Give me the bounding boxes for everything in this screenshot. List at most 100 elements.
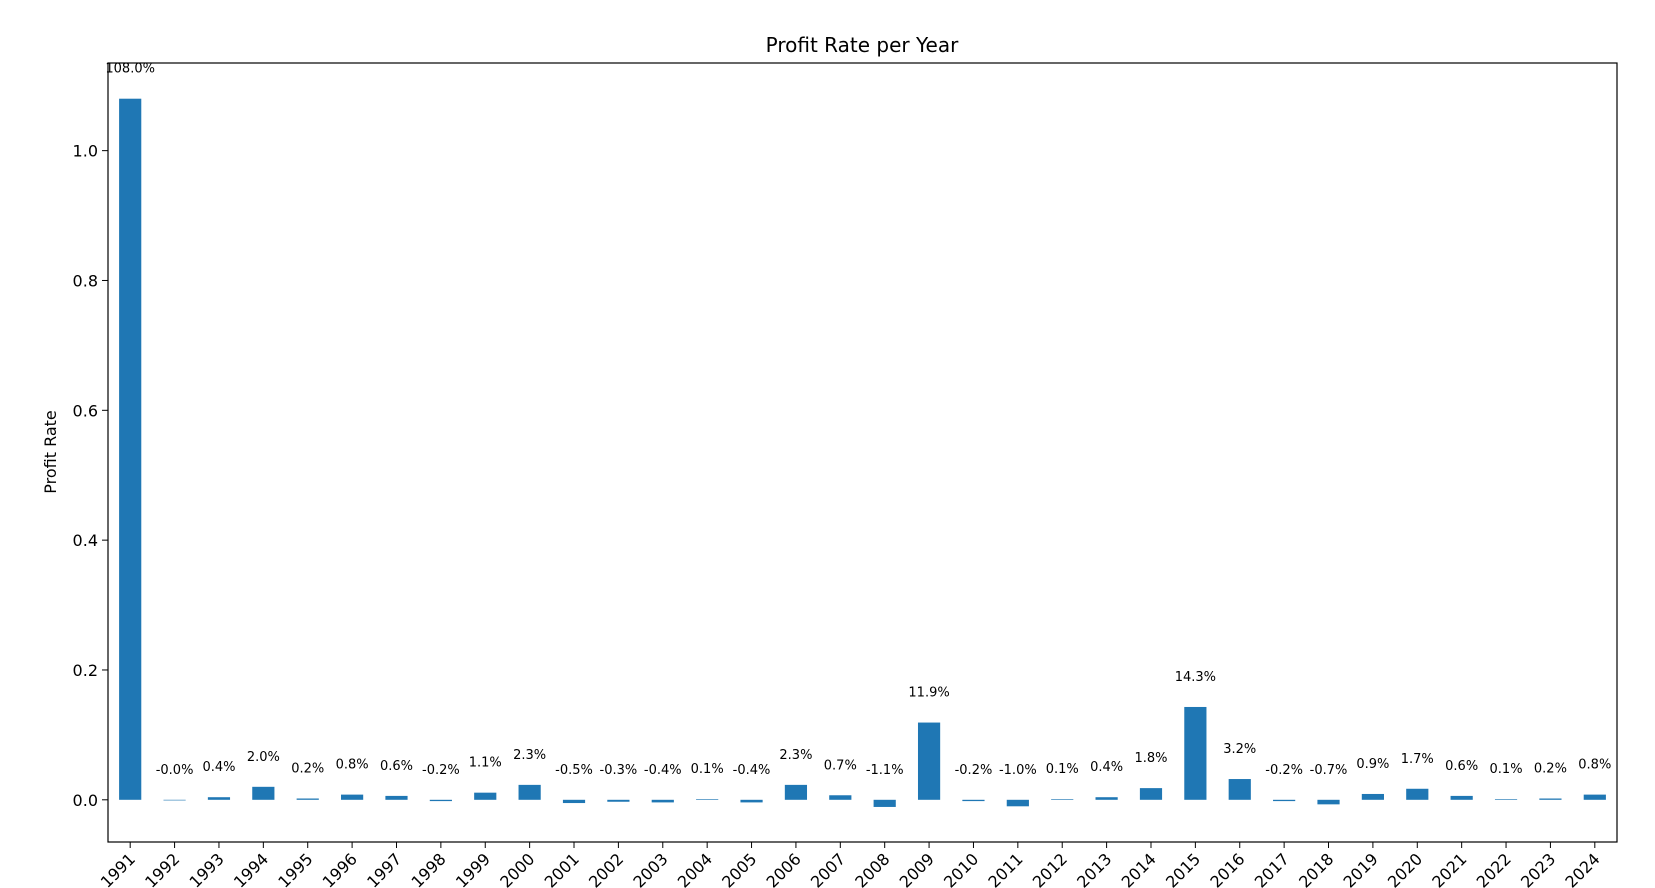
bar-2002	[607, 799, 630, 802]
x-tick-label: 2023	[1517, 849, 1559, 888]
bar-2019	[1361, 793, 1384, 800]
bar-label-2001: -0.5%	[555, 763, 593, 778]
x-tick-label: 2019	[1339, 849, 1381, 888]
bar-2018	[1317, 799, 1340, 805]
bar-1992	[163, 799, 186, 801]
x-tick-label: 2021	[1428, 849, 1470, 888]
bar-2022	[1494, 799, 1518, 800]
bar-label-2002: -0.3%	[600, 763, 638, 778]
bar-label-2023: 0.2%	[1534, 762, 1567, 777]
x-tick-label: 2018	[1295, 849, 1337, 888]
x-tick-label: 2014	[1118, 849, 1160, 888]
x-tick-label: 2007	[807, 849, 849, 888]
y-axis-label: Profit Rate	[41, 410, 60, 494]
bar-label-2014: 1.8%	[1134, 751, 1167, 766]
bar-2005	[740, 799, 763, 803]
bar-label-1997: 0.6%	[380, 759, 413, 774]
bar-2006	[784, 784, 808, 800]
bar-label-2010: -0.2%	[955, 763, 993, 778]
x-tick-label: 1994	[230, 849, 272, 888]
bar-1994	[252, 786, 275, 800]
bar-label-1991: 108.0%	[105, 62, 155, 77]
x-tick-label: 2013	[1073, 849, 1115, 888]
bar-1998	[429, 799, 452, 802]
bar-label-2018: -0.7%	[1310, 763, 1348, 778]
bar-label-2011: -1.0%	[999, 763, 1037, 778]
bar-2015	[1184, 706, 1207, 800]
x-tick-label: 2009	[896, 849, 938, 888]
bar-label-2004: 0.1%	[691, 762, 724, 777]
bar-label-2003: -0.4%	[644, 763, 682, 778]
bar-label-2019: 0.9%	[1356, 757, 1389, 772]
x-tick-label: 2008	[851, 849, 893, 888]
bar-1991	[119, 98, 142, 800]
plot-area: 0.0 0.2 0.4 0.6 0.8 1.0 108.0% 1991 -0.0% 1992 0.4…	[73, 62, 1612, 888]
bar-label-1996: 0.8%	[336, 758, 369, 773]
x-tick-label: 1999	[452, 849, 494, 888]
bar-2010	[962, 799, 985, 802]
bar-label-2020: 1.7%	[1401, 752, 1434, 767]
bar-2024	[1583, 794, 1606, 800]
bar-label-1995: 0.2%	[291, 762, 324, 777]
bar-label-2006: 2.3%	[779, 748, 812, 763]
bar-label-2012: 0.1%	[1046, 762, 1079, 777]
bar-2012	[1051, 799, 1074, 800]
bar-2016	[1228, 779, 1251, 800]
bar-2004	[696, 799, 719, 800]
bar-1996	[341, 794, 364, 800]
x-tick-label: 2011	[984, 849, 1026, 888]
chart-title: Profit Rate per Year	[766, 33, 959, 57]
x-tick-label: 1992	[141, 849, 183, 888]
bar-label-2017: -0.2%	[1265, 763, 1303, 778]
bar-2001	[562, 799, 586, 804]
x-tick-label: 2015	[1162, 849, 1204, 888]
plot-frame	[107, 62, 1618, 843]
bar-1999	[474, 792, 497, 800]
x-tick-label: 1998	[407, 849, 449, 888]
x-tick-label: 2000	[496, 849, 538, 888]
x-tick-label: 2020	[1384, 849, 1426, 888]
x-tick-label: 2001	[541, 849, 583, 888]
x-tick-label: 2016	[1206, 849, 1248, 888]
y-tick-label: 0.8	[73, 271, 98, 290]
bar-label-2007: 0.7%	[824, 758, 857, 773]
bar-label-2013: 0.4%	[1090, 760, 1123, 775]
bar-2020	[1406, 788, 1429, 800]
bar-label-1993: 0.4%	[202, 760, 235, 775]
bar-2023	[1539, 798, 1562, 800]
x-tick-label: 1993	[186, 849, 228, 888]
bar-2013	[1095, 797, 1118, 800]
bar-label-2024: 0.8%	[1578, 758, 1611, 773]
x-tick-label: 1997	[363, 849, 405, 888]
bar-2014	[1139, 788, 1163, 800]
y-tick-label: 0.2	[73, 661, 98, 680]
y-tick-label: 0.0	[73, 791, 98, 810]
bar-label-2000: 2.3%	[513, 748, 546, 763]
x-tick-label: 2006	[763, 849, 805, 888]
bar-label-1994: 2.0%	[247, 750, 280, 765]
bar-2008	[873, 799, 896, 807]
bar-label-2005: -0.4%	[733, 763, 771, 778]
bar-1995	[296, 798, 319, 800]
bar-2021	[1450, 795, 1473, 800]
bar-1993	[207, 797, 231, 800]
bar-label-1992: -0.0%	[156, 763, 194, 778]
y-tick-label: 1.0	[73, 142, 98, 161]
bar-label-2015: 14.3%	[1175, 670, 1216, 685]
x-tick-label: 2002	[585, 849, 627, 888]
bar-2009	[917, 722, 941, 800]
bar-label-2016: 3.2%	[1223, 742, 1256, 757]
x-tick-label: 2010	[940, 849, 982, 888]
bar-label-1998: -0.2%	[422, 763, 460, 778]
x-tick-label: 2003	[629, 849, 671, 888]
x-tick-label: 2024	[1561, 849, 1603, 888]
bar-label-2009: 11.9%	[908, 686, 949, 701]
bar-label-2022: 0.1%	[1490, 762, 1523, 777]
x-tick-label: 2017	[1251, 849, 1293, 888]
x-tick-label: 2022	[1473, 849, 1515, 888]
x-tick-label: 1995	[274, 849, 316, 888]
bar-2003	[651, 799, 674, 803]
bar-1997	[385, 795, 408, 800]
bar-label-2021: 0.6%	[1445, 759, 1478, 774]
